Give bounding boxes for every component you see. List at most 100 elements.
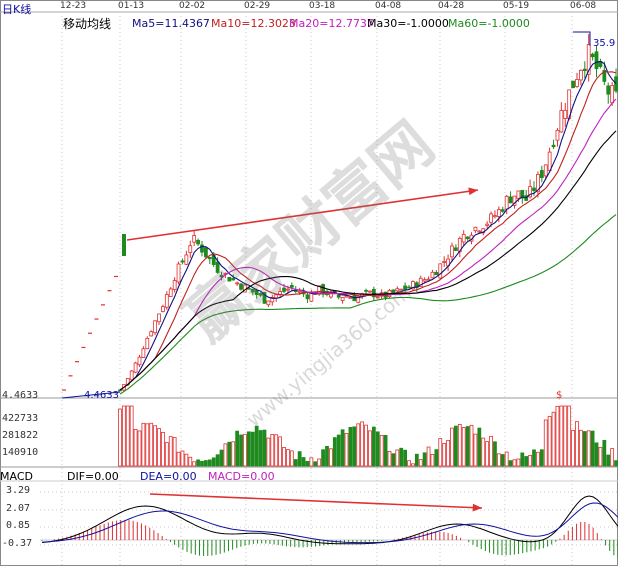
candle — [137, 356, 142, 366]
volume-bar — [461, 427, 466, 467]
volume-bar — [414, 453, 419, 467]
volume-bar — [321, 449, 325, 467]
ma20-value: Ma20=12.7737 — [289, 17, 374, 30]
volume-bar — [368, 430, 372, 467]
candle — [250, 288, 255, 293]
volume-bar — [204, 460, 208, 467]
macd-axis-3: 0.85 — [6, 520, 31, 531]
volume-bar — [438, 438, 443, 467]
candle — [371, 288, 376, 298]
candle — [536, 174, 540, 193]
macd-label[interactable]: MACD — [0, 470, 33, 483]
candle — [500, 209, 505, 212]
volume-bar — [215, 454, 220, 467]
volume-bar — [579, 429, 583, 467]
high-price-label: 35.9 — [593, 38, 616, 49]
volume-bar — [141, 422, 146, 467]
candle — [579, 69, 583, 81]
candle — [141, 348, 146, 358]
candle — [340, 297, 345, 301]
price-trend-arrow-head — [468, 187, 478, 196]
volume-bar — [407, 460, 411, 467]
candle — [348, 297, 353, 299]
volume-bar — [121, 405, 126, 467]
candle — [543, 164, 548, 177]
candle — [258, 293, 263, 296]
volume-bar — [512, 459, 517, 467]
price-trend-arrow — [126, 189, 479, 241]
ma10-line — [119, 71, 617, 391]
macd-axis-1: 3.29 — [6, 485, 31, 496]
volume-bar — [317, 458, 322, 467]
candle — [172, 280, 177, 291]
volume-bar — [391, 453, 396, 467]
candle — [145, 337, 150, 349]
volume-bar — [360, 421, 365, 467]
volume-bar — [551, 411, 556, 467]
candle — [418, 277, 423, 287]
volume-axis-low: 140910 — [2, 447, 39, 458]
volume-bar — [454, 425, 458, 467]
date-tick-label: 03-18 — [309, 1, 336, 11]
volume-bar — [180, 450, 185, 467]
candle — [180, 260, 185, 263]
volume-bar — [164, 442, 169, 467]
ma60-value: Ma60=-1.0000 — [448, 17, 530, 30]
volume-bar — [262, 429, 267, 467]
date-tick-label: 12-23 — [60, 1, 87, 11]
volume-bar — [465, 426, 470, 467]
candle — [364, 289, 368, 292]
volume-bar — [450, 427, 454, 467]
date-tick-label: 02-29 — [244, 1, 271, 11]
candle — [614, 76, 618, 92]
candle — [461, 233, 466, 243]
candle — [485, 223, 490, 226]
volume-bar — [161, 432, 165, 467]
candle — [157, 313, 161, 323]
candle — [516, 190, 521, 199]
candle — [586, 44, 591, 75]
volume-bar — [305, 460, 310, 467]
volume-marker: $ — [556, 390, 563, 401]
candle — [133, 362, 138, 373]
candle — [426, 278, 431, 281]
volume-bar — [293, 459, 298, 467]
volume-bar — [235, 430, 240, 467]
candle — [196, 239, 200, 245]
volume-bar — [481, 437, 486, 467]
period-label[interactable]: 日K线 — [2, 3, 32, 16]
candle — [219, 274, 224, 278]
candle — [215, 261, 220, 273]
volume-bar — [274, 434, 279, 467]
candle — [465, 236, 470, 240]
candle — [575, 79, 579, 87]
volume-bar — [258, 430, 263, 467]
volume-bar — [520, 452, 525, 467]
candle — [282, 287, 286, 292]
candle — [438, 263, 443, 279]
candle — [149, 331, 154, 337]
candle — [153, 320, 157, 334]
volume-bar — [426, 446, 431, 467]
volume-bar — [188, 456, 193, 467]
volume-bar — [508, 460, 513, 467]
volume-bar — [524, 456, 529, 467]
candle — [555, 129, 560, 141]
volume-bar — [383, 435, 388, 467]
volume-bar — [364, 424, 368, 467]
candle — [512, 195, 517, 206]
candle — [227, 276, 232, 282]
volume-bar — [246, 431, 251, 467]
volume-bar — [231, 441, 236, 467]
volume-bar — [329, 448, 333, 467]
low-leader — [61, 391, 121, 399]
volume-bar — [496, 453, 501, 467]
ma30-value: Ma30=-1.0000 — [367, 17, 449, 30]
candle — [407, 286, 411, 289]
volume-bar — [539, 449, 544, 467]
volume-bar — [403, 449, 407, 467]
dif-value: DIF=0.00 — [67, 470, 119, 483]
candle — [493, 215, 497, 218]
high-leader — [573, 31, 591, 46]
